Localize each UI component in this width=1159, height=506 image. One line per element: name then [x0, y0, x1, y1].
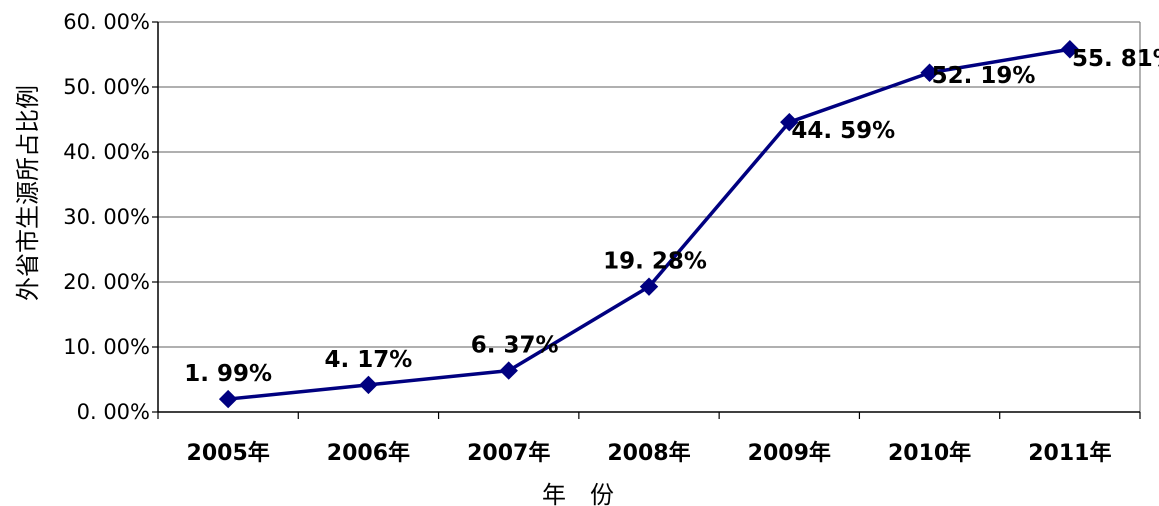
data-label: 1. 99%	[184, 361, 272, 387]
y-tick-label: 20. 00%	[63, 270, 150, 294]
data-point-marker	[218, 389, 238, 409]
y-axis-title: 外省市生源所占比例	[14, 85, 42, 301]
data-point-marker	[359, 375, 378, 395]
y-tick-label: 60. 00%	[63, 10, 150, 34]
y-tick-label: 40. 00%	[63, 140, 150, 164]
x-tick-label: 2007年	[467, 440, 550, 466]
x-tick-label: 2011年	[1028, 440, 1111, 466]
gridlines	[158, 21, 1141, 412]
data-label: 4. 17%	[325, 347, 413, 373]
data-point-marker	[499, 361, 518, 380]
x-tick-label: 2008年	[607, 440, 690, 466]
x-tick-label: 2006年	[327, 440, 410, 466]
data-label: 52. 19%	[932, 63, 1036, 89]
data-point-marker	[920, 63, 939, 82]
y-tick-label: 10. 00%	[63, 335, 150, 359]
axes	[152, 21, 1141, 419]
data-point-marker	[780, 112, 799, 132]
data-label: 6. 37%	[471, 333, 559, 359]
y-tick-label: 50. 00%	[63, 75, 150, 99]
series	[218, 40, 1080, 409]
data-label: 55. 81%	[1072, 46, 1159, 72]
data-point-marker	[1060, 40, 1080, 59]
data-label: 44. 59%	[791, 118, 895, 144]
y-tick-label: 30. 00%	[63, 205, 150, 229]
x-tick-labels: 2005年 2006年 2007年 2008年 2009年 2010年 2011年	[187, 440, 1112, 466]
x-tick-label: 2009年	[748, 440, 831, 466]
data-point-marker	[639, 277, 659, 296]
x-tick-label: 2005年	[187, 440, 270, 466]
y-tick-labels: 0. 00% 10. 00% 20. 00% 30. 00% 40. 00% 50. 00…	[63, 10, 150, 424]
x-tick-label: 2010年	[888, 440, 971, 466]
x-axis-title: 年 份	[542, 481, 614, 506]
data-labels: 1. 99% 4. 17% 6. 37% 19. 28% 44. 59% 52. 19% 5…	[184, 46, 1159, 387]
y-tick-label: 0. 00%	[77, 400, 150, 424]
data-label: 19. 28%	[603, 249, 707, 275]
